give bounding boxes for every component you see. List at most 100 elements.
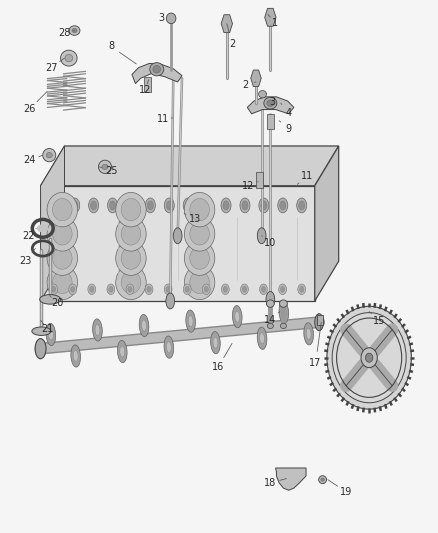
Ellipse shape [145, 198, 155, 213]
Ellipse shape [116, 192, 146, 227]
Ellipse shape [188, 316, 193, 327]
Ellipse shape [184, 192, 215, 227]
Ellipse shape [51, 286, 56, 292]
Text: 18: 18 [264, 478, 276, 488]
Ellipse shape [116, 241, 146, 276]
Ellipse shape [121, 271, 141, 294]
Circle shape [361, 348, 377, 368]
Ellipse shape [264, 98, 277, 109]
Ellipse shape [319, 475, 326, 483]
Text: 2: 2 [229, 39, 235, 49]
Ellipse shape [102, 164, 108, 169]
Ellipse shape [184, 265, 215, 300]
Ellipse shape [88, 198, 99, 213]
Polygon shape [315, 146, 339, 301]
Text: 23: 23 [19, 256, 32, 266]
Ellipse shape [257, 228, 266, 244]
Ellipse shape [92, 319, 102, 341]
Bar [318, 316, 322, 325]
Ellipse shape [147, 286, 151, 292]
Text: 11: 11 [301, 172, 313, 181]
Ellipse shape [72, 28, 77, 33]
Ellipse shape [267, 100, 274, 107]
Ellipse shape [95, 325, 100, 336]
Ellipse shape [258, 91, 266, 98]
Ellipse shape [128, 286, 132, 292]
Ellipse shape [71, 345, 81, 367]
Bar [256, 172, 263, 188]
Ellipse shape [166, 293, 175, 309]
Ellipse shape [242, 201, 248, 210]
Polygon shape [41, 146, 64, 301]
Ellipse shape [51, 198, 61, 213]
Ellipse shape [261, 286, 266, 292]
Ellipse shape [166, 342, 171, 353]
Ellipse shape [242, 286, 247, 292]
Ellipse shape [299, 201, 305, 210]
Ellipse shape [127, 198, 137, 213]
Polygon shape [221, 15, 233, 33]
Ellipse shape [281, 306, 286, 318]
Polygon shape [251, 70, 261, 86]
Ellipse shape [279, 284, 286, 295]
Ellipse shape [60, 50, 77, 66]
Text: 25: 25 [105, 166, 117, 176]
Text: 19: 19 [340, 487, 352, 497]
Ellipse shape [35, 338, 46, 359]
Ellipse shape [47, 216, 78, 251]
Ellipse shape [300, 286, 304, 292]
Ellipse shape [222, 284, 229, 295]
Ellipse shape [69, 26, 80, 35]
Polygon shape [276, 468, 306, 490]
Text: 14: 14 [264, 314, 276, 325]
Ellipse shape [166, 286, 170, 292]
Ellipse shape [266, 292, 275, 308]
Ellipse shape [185, 201, 191, 210]
Ellipse shape [37, 224, 49, 232]
Ellipse shape [108, 198, 117, 213]
Ellipse shape [91, 201, 97, 210]
Ellipse shape [99, 160, 112, 173]
Ellipse shape [70, 198, 80, 213]
Text: 10: 10 [264, 238, 276, 248]
Bar [144, 77, 151, 92]
Ellipse shape [184, 216, 215, 251]
Ellipse shape [121, 247, 141, 269]
Ellipse shape [260, 284, 268, 295]
Ellipse shape [278, 198, 288, 213]
Ellipse shape [190, 247, 209, 269]
Text: 27: 27 [45, 63, 58, 72]
Ellipse shape [235, 311, 240, 322]
Ellipse shape [40, 295, 60, 304]
Text: 8: 8 [108, 42, 114, 52]
Ellipse shape [46, 152, 52, 158]
Ellipse shape [153, 66, 161, 73]
Circle shape [327, 306, 411, 409]
Ellipse shape [72, 201, 78, 210]
Ellipse shape [88, 284, 95, 295]
Ellipse shape [69, 284, 77, 295]
Ellipse shape [150, 63, 164, 76]
Ellipse shape [240, 198, 250, 213]
Text: 12: 12 [242, 181, 255, 191]
Polygon shape [247, 97, 294, 114]
Ellipse shape [32, 327, 51, 335]
Ellipse shape [190, 198, 209, 221]
Ellipse shape [202, 284, 210, 295]
Ellipse shape [183, 284, 191, 295]
Ellipse shape [53, 271, 72, 294]
Text: 3: 3 [269, 97, 275, 107]
Ellipse shape [233, 305, 242, 328]
Ellipse shape [259, 198, 269, 213]
Ellipse shape [202, 198, 212, 213]
Ellipse shape [257, 327, 267, 349]
Ellipse shape [190, 223, 209, 245]
Ellipse shape [53, 247, 72, 269]
Text: 9: 9 [286, 124, 292, 134]
Text: 15: 15 [373, 316, 385, 326]
Ellipse shape [315, 314, 323, 330]
Polygon shape [41, 146, 339, 185]
Ellipse shape [46, 324, 56, 345]
Ellipse shape [223, 201, 229, 210]
Ellipse shape [110, 201, 116, 210]
